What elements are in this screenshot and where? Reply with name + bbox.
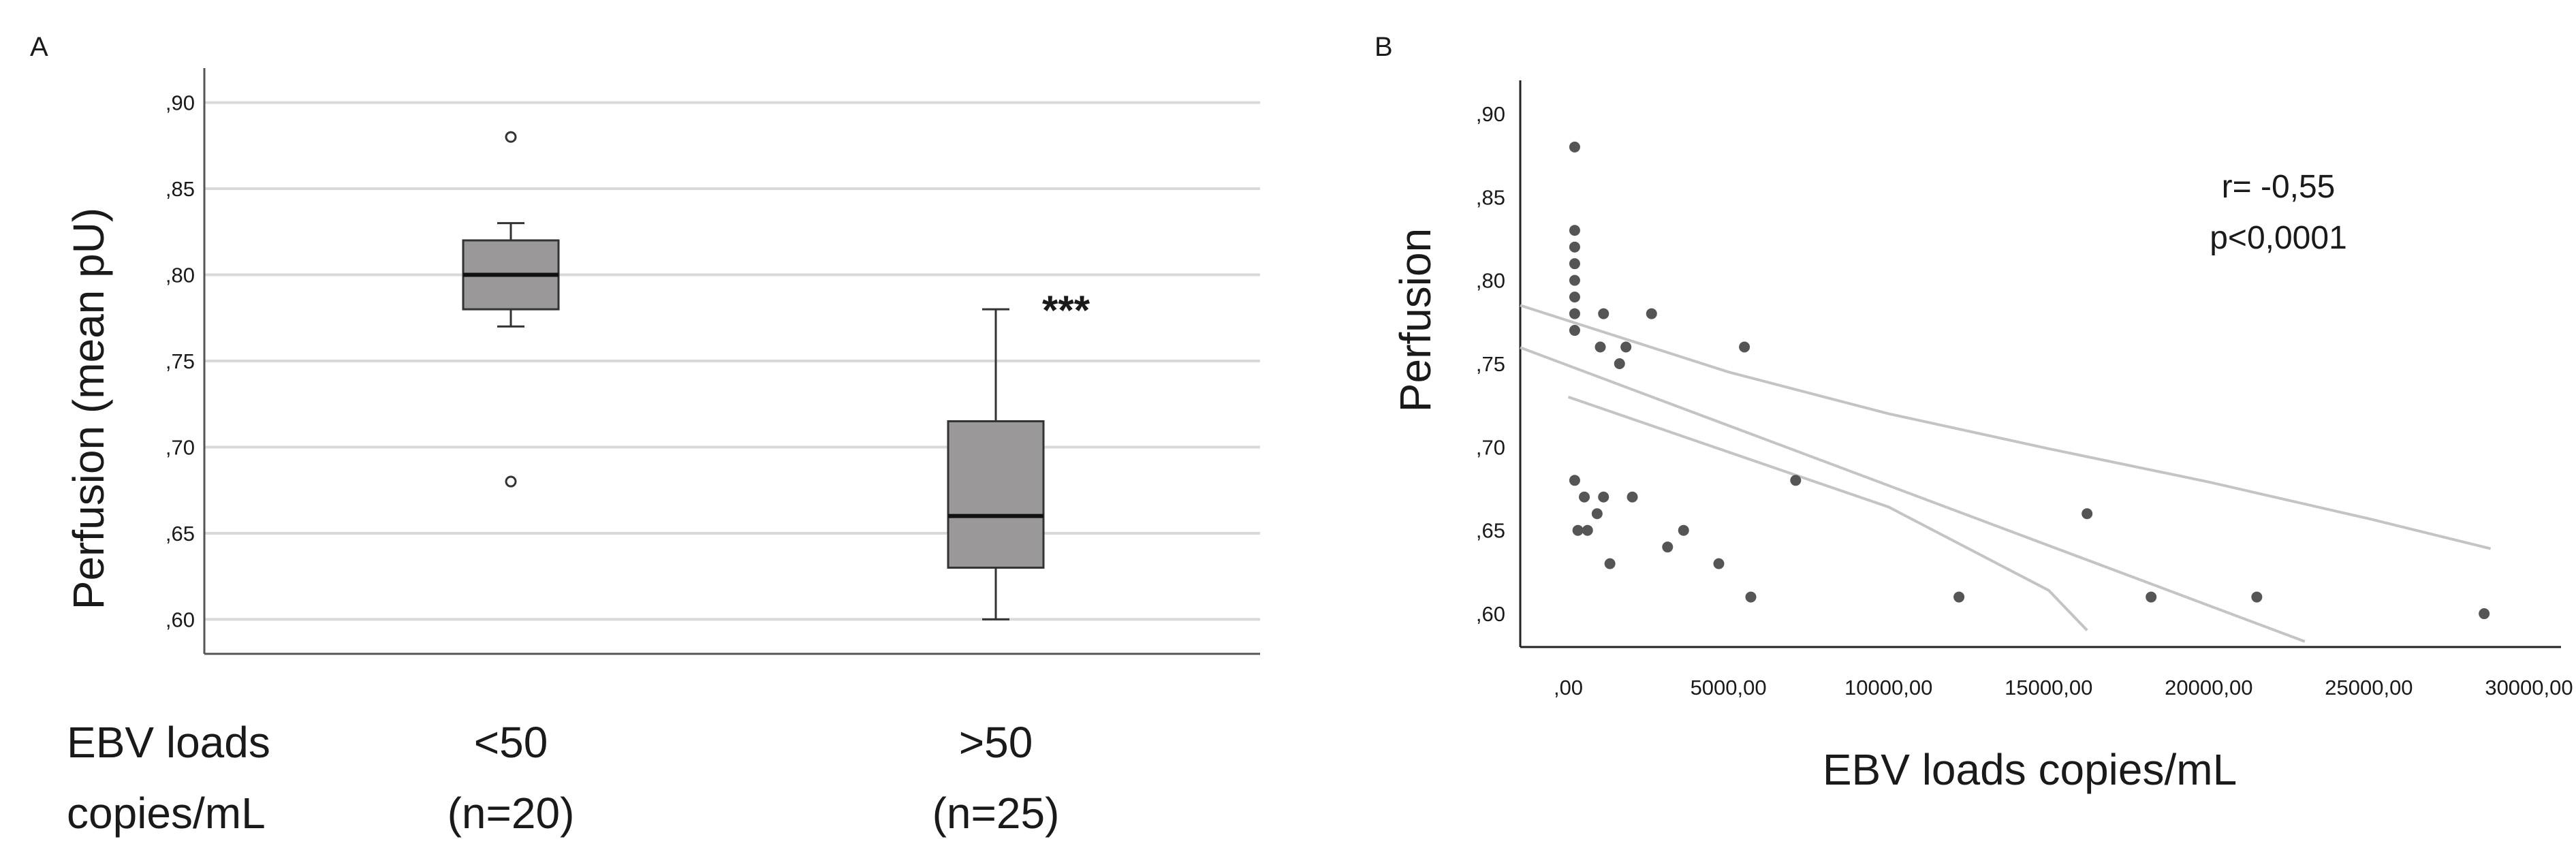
- data-point: [1790, 475, 1802, 486]
- panel-b-label: B: [1375, 32, 1393, 62]
- x-tick-label: ,00: [1554, 676, 1583, 699]
- data-point: [1569, 291, 1580, 303]
- y-tick-label: ,85: [1476, 185, 1505, 209]
- data-point: [2146, 591, 2157, 603]
- x-tick-label: 5000,00: [1691, 676, 1767, 699]
- panel-a-group-labels: <50 (n=20) >50 (n=25): [447, 718, 1060, 838]
- x-tick-label: 30000,00: [2485, 676, 2573, 699]
- data-point: [1678, 524, 1689, 536]
- data-point: [1745, 591, 1757, 603]
- group-label: <50: [474, 718, 548, 767]
- ci-upper-curve: [1520, 304, 2492, 550]
- data-point: [1662, 541, 1674, 553]
- data-point: [1620, 341, 1632, 353]
- data-point: [1569, 308, 1580, 319]
- data-point: [2082, 508, 2093, 520]
- panel-b-points: [1569, 141, 2490, 620]
- data-point: [1595, 341, 1606, 353]
- y-tick-label: ,60: [166, 608, 195, 631]
- panel-b-scatter: B ,60 ,65 ,70 ,75 ,80 ,85 ,90 ,00 5000,00 10000,…: [1375, 32, 2573, 794]
- data-point: [1646, 308, 1657, 319]
- data-point: [1569, 141, 1580, 153]
- y-tick-label: ,80: [166, 264, 195, 287]
- x-tick-label: 15000,00: [2005, 676, 2092, 699]
- group-n-label: (n=20): [447, 789, 575, 838]
- data-point: [1569, 258, 1580, 270]
- y-tick-label: ,70: [166, 435, 195, 459]
- y-tick-label: ,75: [1476, 352, 1505, 376]
- outlier-point: [505, 131, 517, 143]
- data-point: [2251, 591, 2263, 603]
- x-header-line-1: EBV loads: [67, 718, 270, 767]
- data-point: [1572, 524, 1584, 536]
- data-point: [1569, 325, 1580, 336]
- panel-b-y-ticks: ,60 ,65 ,70 ,75 ,80 ,85 ,90: [1476, 102, 1505, 626]
- y-tick-label: ,60: [1476, 602, 1505, 626]
- y-tick-label: ,65: [166, 522, 195, 546]
- panel-a-y-label: Perfusion (mean pU): [64, 208, 113, 610]
- iqr-box: [947, 420, 1045, 569]
- data-point: [1627, 491, 1638, 503]
- panel-a-y-ticks: ,60 ,65 ,70 ,75 ,80 ,85 ,90: [166, 91, 195, 632]
- data-point: [1953, 591, 1965, 603]
- data-point: [1614, 358, 1625, 369]
- data-point: [1582, 524, 1593, 536]
- y-tick-label: ,65: [1476, 519, 1505, 543]
- y-tick-label: ,80: [1476, 269, 1505, 293]
- x-tick-label: 20000,00: [2165, 676, 2252, 699]
- y-tick-label: ,85: [166, 177, 195, 201]
- correlation-r: r= -0,55: [2222, 169, 2336, 205]
- panel-b-x-label: EBV loads copies/mL: [1823, 745, 2237, 794]
- data-point: [1569, 225, 1580, 236]
- data-point: [1579, 491, 1590, 503]
- data-point: [1604, 558, 1616, 569]
- ci-lower-curve: [1567, 396, 2088, 631]
- panel-a-boxes: [462, 131, 1045, 620]
- correlation-p: p<0,0001: [2210, 220, 2347, 256]
- data-point: [1739, 341, 1750, 353]
- y-tick-label: ,90: [166, 91, 195, 115]
- panel-a-label: A: [30, 32, 48, 62]
- data-point: [1713, 558, 1725, 569]
- panel-a-boxplot: A ,60 ,65 ,70 ,75 ,80 ,85 ,90 *** Perfusion (m…: [30, 32, 1260, 838]
- data-point: [2479, 608, 2490, 620]
- x-tick-label: 25000,00: [2325, 676, 2413, 699]
- outlier-point: [505, 475, 517, 488]
- data-point: [1569, 241, 1580, 253]
- data-point: [1598, 491, 1609, 503]
- panel-b-fit-lines: [1520, 304, 2492, 643]
- x-tick-label: 10000,00: [1844, 676, 1932, 699]
- y-tick-label: ,90: [1476, 102, 1505, 126]
- panel-a-gridlines: [204, 101, 1260, 621]
- box-group-1: [462, 131, 560, 488]
- box-group-2: [947, 308, 1045, 620]
- y-tick-label: ,75: [166, 349, 195, 373]
- y-tick-label: ,70: [1476, 435, 1505, 459]
- panel-b-x-ticks: ,00 5000,00 10000,00 15000,00 20000,00 25000,…: [1554, 676, 2573, 699]
- regression-line: [1520, 346, 2306, 643]
- significance-marker: ***: [1042, 287, 1090, 333]
- panel-b-y-label: Perfusion: [1391, 228, 1440, 412]
- x-header-line-2: copies/mL: [67, 789, 266, 838]
- group-label: >50: [959, 718, 1033, 767]
- data-point: [1598, 308, 1609, 319]
- data-point: [1569, 274, 1580, 286]
- group-n-label: (n=25): [932, 789, 1060, 838]
- data-point: [1591, 508, 1603, 520]
- data-point: [1569, 475, 1580, 486]
